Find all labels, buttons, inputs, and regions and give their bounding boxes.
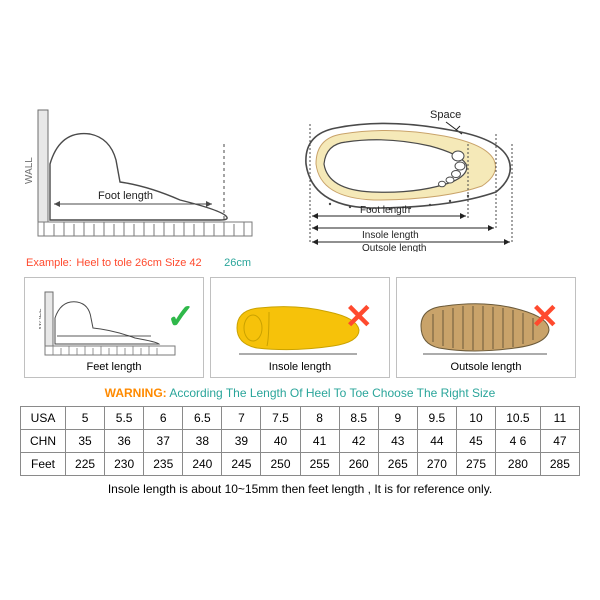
size-cell: 285 bbox=[540, 453, 579, 476]
size-cell: 225 bbox=[66, 453, 105, 476]
insole-length-box: ✕ Insole length bbox=[210, 277, 390, 378]
size-cell: 265 bbox=[378, 453, 417, 476]
size-cell: 39 bbox=[222, 430, 261, 453]
insole-caption: Insole length bbox=[269, 361, 331, 373]
example-line: Example: Heel to tole 26cm Size 42 26cm bbox=[26, 253, 580, 271]
size-cell: 250 bbox=[261, 453, 300, 476]
size-chart-card: WALL bbox=[12, 94, 588, 506]
size-cell: 240 bbox=[183, 453, 222, 476]
svg-text:Foot length: Foot length bbox=[360, 205, 410, 216]
side-foot-diagram: WALL bbox=[20, 104, 270, 249]
size-cell: 255 bbox=[300, 453, 339, 476]
svg-text:Outsole length: Outsole length bbox=[362, 243, 427, 252]
warning-line: WARNING: According The Length Of Heel To… bbox=[20, 386, 580, 400]
feet-caption: Feet length bbox=[86, 361, 141, 373]
table-row: CHN35363738394041424344454 647 bbox=[21, 430, 580, 453]
row-header: USA bbox=[21, 407, 66, 430]
shoe-top-diagram: Space bbox=[290, 104, 550, 249]
size-cell: 275 bbox=[456, 453, 495, 476]
size-cell: 40 bbox=[261, 430, 300, 453]
table-row: USA55.566.577.588.599.51010.511 bbox=[21, 407, 580, 430]
size-cell: 44 bbox=[417, 430, 456, 453]
size-cell: 42 bbox=[339, 430, 378, 453]
size-cell: 10 bbox=[456, 407, 495, 430]
size-cell: 7 bbox=[222, 407, 261, 430]
top-diagram-row: WALL bbox=[20, 104, 580, 249]
warning-label: WARNING: bbox=[105, 386, 167, 400]
size-cell: 9 bbox=[378, 407, 417, 430]
svg-text:WALL: WALL bbox=[39, 308, 43, 330]
footnote: Insole length is about 10~15mm then feet… bbox=[20, 482, 580, 496]
size-cell: 47 bbox=[540, 430, 579, 453]
feet-length-box: WALL ✓ Feet length bbox=[24, 277, 204, 378]
size-table: USA55.566.577.588.599.51010.511CHN353637… bbox=[20, 406, 580, 476]
table-row: Feet225230235240245250255260265270275280… bbox=[21, 453, 580, 476]
x-icon: ✕ bbox=[345, 300, 374, 334]
check-icon: ✓ bbox=[167, 300, 196, 334]
example-text: Heel to tole 26cm Size 42 bbox=[76, 257, 201, 269]
size-cell: 35 bbox=[66, 430, 105, 453]
space-label: Space bbox=[430, 109, 461, 121]
row-header: CHN bbox=[21, 430, 66, 453]
size-cell: 230 bbox=[105, 453, 144, 476]
x-icon: ✕ bbox=[531, 300, 560, 334]
outsole-length-box: ✕ Outsole length bbox=[396, 277, 576, 378]
size-cell: 8 bbox=[300, 407, 339, 430]
example-measure: 26cm bbox=[224, 257, 251, 269]
size-cell: 38 bbox=[183, 430, 222, 453]
size-cell: 6 bbox=[144, 407, 183, 430]
size-cell: 43 bbox=[378, 430, 417, 453]
size-cell: 5 bbox=[66, 407, 105, 430]
example-prefix: Example: bbox=[26, 257, 72, 269]
foot-length-label: Foot length bbox=[98, 190, 153, 202]
size-cell: 245 bbox=[222, 453, 261, 476]
size-cell: 36 bbox=[105, 430, 144, 453]
size-cell: 8.5 bbox=[339, 407, 378, 430]
size-cell: 4 6 bbox=[496, 430, 541, 453]
size-cell: 45 bbox=[456, 430, 495, 453]
size-cell: 6.5 bbox=[183, 407, 222, 430]
size-cell: 260 bbox=[339, 453, 378, 476]
svg-text:Insole length: Insole length bbox=[362, 230, 419, 241]
size-cell: 5.5 bbox=[105, 407, 144, 430]
method-row: WALL ✓ Feet length bbox=[24, 277, 576, 378]
row-header: Feet bbox=[21, 453, 66, 476]
size-cell: 11 bbox=[540, 407, 579, 430]
size-cell: 235 bbox=[144, 453, 183, 476]
size-cell: 41 bbox=[300, 430, 339, 453]
wall-label-text: WALL bbox=[24, 157, 35, 184]
size-cell: 37 bbox=[144, 430, 183, 453]
size-cell: 280 bbox=[496, 453, 541, 476]
size-cell: 270 bbox=[417, 453, 456, 476]
warning-text: According The Length Of Heel To Toe Choo… bbox=[169, 386, 495, 400]
size-cell: 10.5 bbox=[496, 407, 541, 430]
outsole-caption: Outsole length bbox=[451, 361, 522, 373]
size-cell: 7.5 bbox=[261, 407, 300, 430]
size-cell: 9.5 bbox=[417, 407, 456, 430]
